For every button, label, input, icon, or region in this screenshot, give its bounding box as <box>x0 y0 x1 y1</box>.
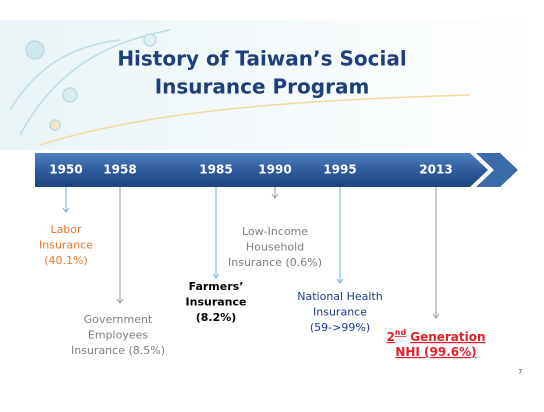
label-line: Low-Income <box>242 225 308 238</box>
page-number: 7 <box>518 368 522 376</box>
slide: History of Taiwan’s Social Insurance Pro… <box>0 0 544 412</box>
label-line: Insurance (8.5%) <box>71 344 165 357</box>
title-line: History of Taiwan’s Social <box>117 47 406 71</box>
label-line: Household <box>246 241 304 254</box>
label-line: Insurance <box>39 239 93 252</box>
year: 1990 <box>258 163 291 177</box>
label-line: (8.2%) <box>196 311 237 324</box>
year: 1995 <box>323 163 356 177</box>
label-line: NHI (99.6%) <box>395 345 476 359</box>
label-line: (40.1%) <box>44 254 88 267</box>
ordinal: 2 <box>386 330 394 344</box>
label-line: National Health <box>297 290 382 303</box>
year: 1950 <box>49 163 82 177</box>
title-line: Insurance Program <box>155 75 370 99</box>
label-text: Generation <box>410 330 485 344</box>
label-line: (59->99%) <box>310 321 370 334</box>
year: 2013 <box>419 163 452 177</box>
year: 1985 <box>199 163 232 177</box>
ordinal-suffix: nd <box>395 328 407 337</box>
label-line: Insurance <box>313 306 367 319</box>
year: 1958 <box>103 163 136 177</box>
label-line: Employees <box>88 329 148 342</box>
label-line: Insurance <box>186 296 247 309</box>
label-line: Farmers’ <box>189 280 244 293</box>
label-line: Labor <box>50 223 82 236</box>
label-line: Government <box>84 313 153 326</box>
label-line: Insurance (0.6%) <box>228 256 322 269</box>
